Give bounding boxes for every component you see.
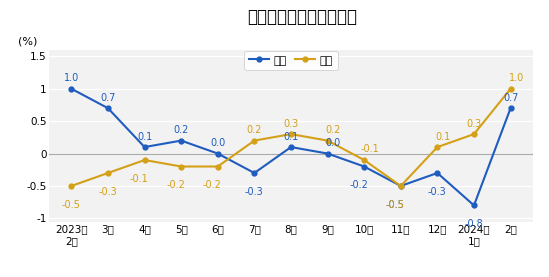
同比 <box>507 107 514 110</box>
Text: 0.2: 0.2 <box>326 125 341 135</box>
Text: 0.0: 0.0 <box>210 138 226 148</box>
Text: -0.5: -0.5 <box>386 200 405 210</box>
同比 <box>68 87 75 90</box>
环比 <box>178 165 184 168</box>
Text: -0.3: -0.3 <box>428 187 447 197</box>
Text: 0.3: 0.3 <box>466 119 481 129</box>
同比 <box>397 184 404 188</box>
Line: 环比: 环比 <box>69 86 513 188</box>
环比 <box>434 145 441 149</box>
Text: 1.0: 1.0 <box>64 73 79 83</box>
Text: 0.1: 0.1 <box>435 132 451 142</box>
同比 <box>141 145 148 149</box>
Text: -0.1: -0.1 <box>360 145 379 155</box>
Text: -0.2: -0.2 <box>166 180 185 190</box>
Text: 1.0: 1.0 <box>508 73 524 83</box>
Text: (%): (%) <box>18 36 37 47</box>
Text: 0.2: 0.2 <box>173 125 189 135</box>
同比 <box>251 171 257 175</box>
环比 <box>141 158 148 162</box>
环比 <box>361 158 367 162</box>
环比 <box>470 132 477 136</box>
Text: -0.8: -0.8 <box>464 219 483 229</box>
环比 <box>397 184 404 188</box>
Text: -0.2: -0.2 <box>203 180 222 190</box>
环比 <box>105 171 111 175</box>
Text: -0.5: -0.5 <box>386 200 405 210</box>
同比 <box>434 171 441 175</box>
环比 <box>251 139 257 142</box>
Text: 0.3: 0.3 <box>283 119 299 129</box>
Line: 同比: 同比 <box>69 86 513 208</box>
Text: 0.7: 0.7 <box>503 93 518 103</box>
Text: -0.3: -0.3 <box>245 187 264 197</box>
同比 <box>215 152 221 155</box>
Text: -0.1: -0.1 <box>130 174 148 184</box>
Text: 0.0: 0.0 <box>326 138 341 148</box>
Text: 全国居民消费价格涨跌幅: 全国居民消费价格涨跌幅 <box>247 8 357 26</box>
同比 <box>178 139 184 142</box>
同比 <box>288 145 294 149</box>
同比 <box>324 152 331 155</box>
Text: 0.1: 0.1 <box>283 132 299 142</box>
环比 <box>288 132 294 136</box>
Text: -0.3: -0.3 <box>99 187 117 197</box>
同比 <box>105 107 111 110</box>
Text: 0.2: 0.2 <box>247 125 262 135</box>
环比 <box>324 139 331 142</box>
同比 <box>361 165 367 168</box>
Text: -0.5: -0.5 <box>62 200 81 210</box>
Text: 0.7: 0.7 <box>100 93 116 103</box>
环比 <box>215 165 221 168</box>
环比 <box>68 184 75 188</box>
Text: 0.1: 0.1 <box>137 132 152 142</box>
Legend: 同比, 环比: 同比, 环比 <box>244 51 338 70</box>
Text: -0.2: -0.2 <box>349 180 368 190</box>
环比 <box>507 87 514 90</box>
同比 <box>470 204 477 207</box>
